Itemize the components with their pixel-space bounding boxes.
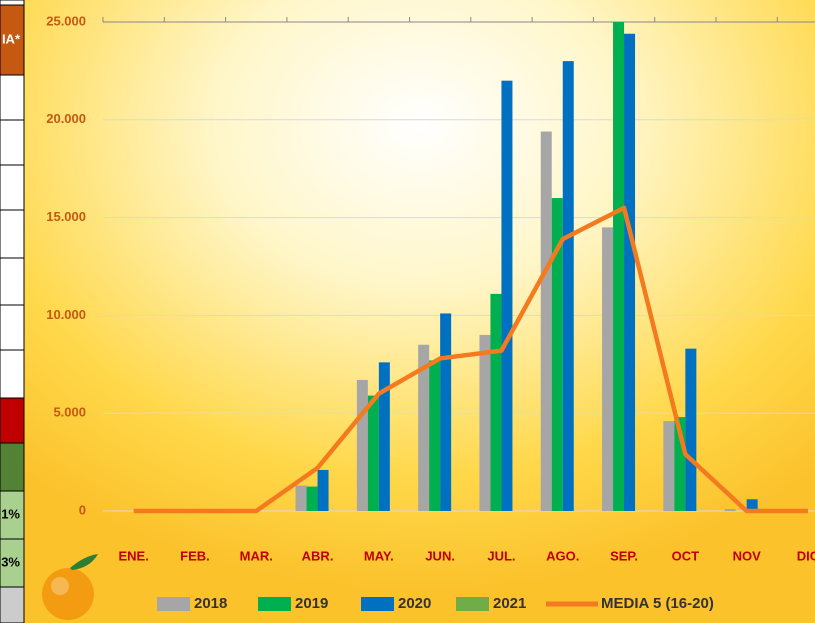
x-tick-label: MAY. (364, 548, 394, 563)
bar (674, 417, 686, 511)
bar (356, 379, 368, 511)
bar (378, 362, 390, 511)
x-tick-label: AGO. (546, 548, 579, 563)
bar (429, 360, 441, 511)
y-tick-label: 10.000 (46, 307, 86, 322)
bar (624, 33, 636, 512)
bar (317, 469, 329, 511)
side-cell: 1% (1, 506, 20, 521)
side-cell: 3% (1, 554, 20, 569)
line (133, 205, 808, 514)
legend-swatch (456, 597, 489, 611)
side-table: IA* 1% 3% (0, 0, 25, 624)
x-tick-label: JUL. (487, 548, 515, 563)
legend-swatch (361, 597, 394, 611)
y-tick-label: 5.000 (53, 405, 86, 420)
legend-label: MEDIA 5 (16-20) (601, 595, 714, 612)
orange-icon (42, 554, 98, 620)
bar (306, 486, 318, 511)
x-tick-label: DIC (797, 548, 815, 563)
bar (602, 227, 614, 511)
background (24, 0, 815, 623)
bar (746, 499, 758, 511)
bar (418, 344, 430, 511)
y-tick-label: 15.000 (46, 209, 86, 224)
bar (724, 509, 736, 511)
legend-swatch (258, 597, 291, 611)
bar (663, 421, 675, 511)
bar (540, 131, 552, 511)
x-tick-label: JUN. (425, 548, 455, 563)
bar (479, 334, 491, 511)
bar (440, 313, 452, 511)
x-tick-label: SEP. (610, 548, 638, 563)
bar (562, 61, 574, 512)
bar (501, 80, 513, 512)
bar (295, 485, 307, 511)
bar (490, 293, 502, 511)
side-header: IA* (2, 31, 21, 46)
bar (685, 348, 697, 511)
bar (551, 198, 563, 512)
legend-label: 2020 (398, 595, 431, 612)
legend-label: 2021 (493, 595, 526, 612)
y-tick-label: 0 (79, 502, 86, 517)
bar (367, 395, 379, 511)
legend-swatch (157, 597, 190, 611)
y-tick-label: 25.000 (46, 13, 86, 28)
legend-label: 2018 (194, 595, 227, 612)
legend-label: 2019 (295, 595, 328, 612)
x-tick-label: ABR. (302, 548, 334, 563)
bar (613, 22, 625, 511)
y-tick-label: 20.000 (46, 111, 86, 126)
x-tick-label: MAR. (240, 548, 273, 563)
x-tick-label: FEB. (180, 548, 210, 563)
x-tick-label: OCT (672, 548, 700, 563)
x-tick-label: ENE. (118, 548, 148, 563)
x-tick-label: NOV (733, 548, 762, 563)
